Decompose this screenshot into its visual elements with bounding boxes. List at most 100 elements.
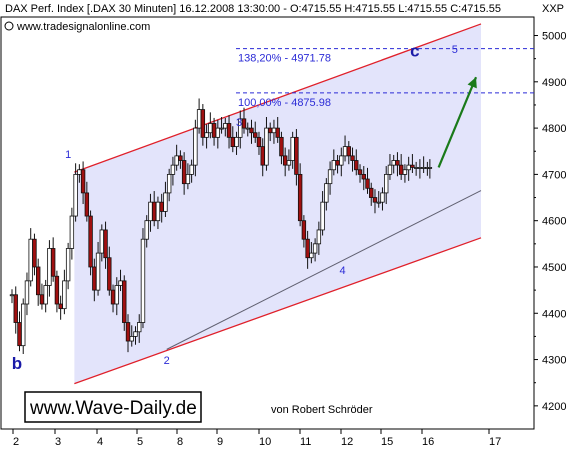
candle-body	[159, 201, 164, 212]
candle-body	[331, 160, 337, 171]
candle-body	[369, 187, 374, 198]
candle-body	[427, 167, 433, 169]
candle	[62, 269, 67, 315]
candle-body	[230, 136, 235, 148]
candle-body	[211, 123, 217, 138]
candle-body	[200, 109, 206, 138]
candle-body	[163, 192, 168, 212]
candle-body	[174, 155, 179, 166]
candle-body	[137, 322, 142, 333]
x-tick-label: 15	[381, 436, 393, 448]
candle-body	[260, 146, 265, 166]
chart-title: DAX Perf. Index [.DAX 30 Minuten] 16.12.…	[5, 3, 501, 15]
candle	[327, 161, 333, 195]
candle	[219, 116, 224, 134]
candle-body	[17, 322, 22, 347]
candle-body	[342, 146, 348, 157]
candle-body	[43, 285, 48, 305]
candle-body	[245, 127, 250, 130]
candle	[107, 246, 112, 296]
candle-body	[384, 173, 389, 194]
candle-body	[215, 127, 221, 138]
x-tick-label: 8	[177, 436, 183, 448]
candle-body	[88, 215, 93, 268]
candle-body	[316, 229, 322, 245]
author-credit: von Robert Schröder	[271, 404, 373, 416]
source-label: www.tradesignalonline.com	[16, 21, 150, 33]
y-tick-label: 4400	[542, 308, 566, 320]
candle-body	[271, 127, 277, 134]
candle	[140, 228, 146, 329]
candle	[286, 149, 292, 171]
x-tick-label: 11	[300, 436, 311, 448]
candle-body	[324, 183, 329, 203]
candle-body	[282, 155, 288, 166]
candle	[13, 286, 18, 334]
x-tick-label: 4	[97, 436, 103, 448]
candle-body	[114, 285, 119, 305]
candle-body	[301, 220, 307, 240]
candle-body	[92, 266, 97, 291]
candle	[170, 156, 176, 186]
candle	[189, 159, 194, 183]
candle-body	[80, 169, 86, 194]
y-tick-label: 5000	[542, 31, 566, 43]
trend-line	[166, 190, 482, 350]
candle-body	[402, 169, 408, 175]
candle	[357, 164, 363, 183]
candle-body	[268, 127, 273, 134]
candle-body	[118, 280, 123, 286]
candle	[395, 152, 400, 177]
candle	[137, 314, 142, 343]
candle	[376, 191, 381, 208]
candle-body	[226, 123, 232, 138]
candle-body	[148, 201, 153, 222]
candle	[305, 230, 310, 269]
x-tick-label: 16	[422, 436, 434, 448]
candle-body	[249, 127, 254, 134]
candle	[21, 298, 26, 355]
candle-body	[398, 164, 404, 175]
candle-body	[335, 160, 340, 166]
candle-body	[312, 243, 318, 254]
candle	[80, 161, 86, 205]
candle-body	[62, 280, 67, 310]
x-tick-label: 17	[489, 436, 501, 448]
candle	[129, 325, 134, 347]
candle	[133, 326, 138, 345]
candle-body	[178, 155, 183, 161]
fib-level-label: 100,00% - 4875.98	[238, 97, 331, 109]
y-tick-label: 4600	[542, 216, 566, 228]
candle-body	[144, 220, 149, 240]
globe-icon	[4, 21, 14, 31]
x-axis: 2 3 4 5 8 9 10 11 12 15 16 17	[12, 429, 501, 448]
candle	[346, 141, 351, 165]
candle-body	[151, 201, 157, 222]
candle	[54, 270, 60, 313]
candle	[114, 277, 119, 316]
candle-body	[309, 252, 314, 259]
candle	[339, 147, 344, 177]
x-tick-label: 10	[259, 436, 271, 448]
candle	[50, 237, 56, 282]
candle	[309, 241, 314, 264]
candle-body	[376, 201, 381, 204]
candle-body	[406, 164, 411, 171]
candle-body	[241, 118, 247, 129]
y-tick-label: 4500	[542, 262, 566, 274]
candle	[43, 279, 48, 313]
candle	[65, 242, 71, 290]
candle-body	[275, 127, 280, 138]
candle	[372, 189, 378, 214]
candle-body	[99, 229, 105, 254]
candle-body	[357, 169, 363, 175]
candle	[163, 181, 168, 217]
candle-body	[84, 192, 90, 217]
candle-body	[47, 248, 52, 286]
candle-body	[380, 192, 385, 203]
wave-label: 3	[236, 117, 242, 129]
candle	[215, 119, 221, 149]
candle	[241, 107, 247, 134]
candle	[234, 131, 239, 155]
